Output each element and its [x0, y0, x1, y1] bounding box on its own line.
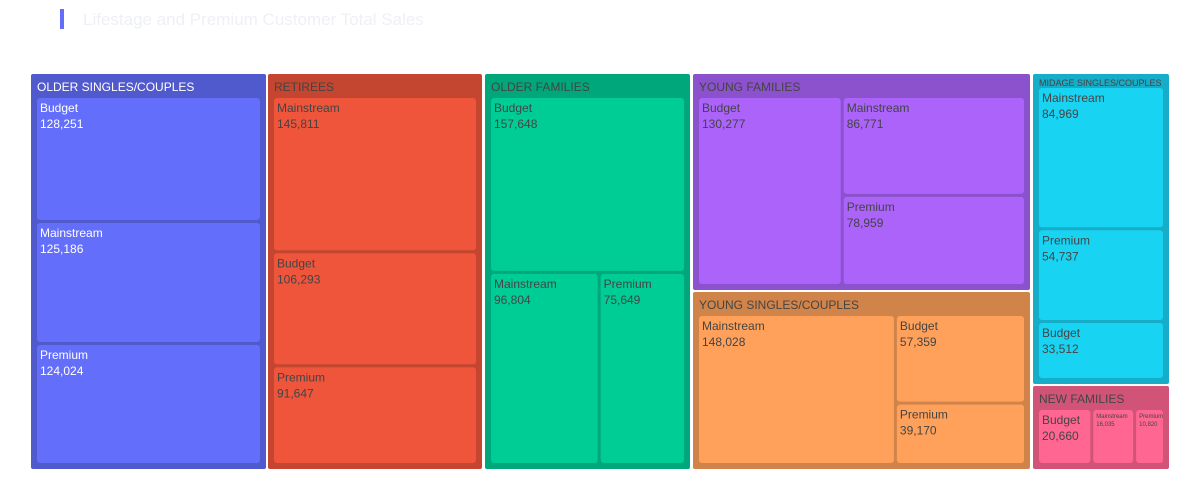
treemap-group-label: NEW FAMILIES	[1039, 392, 1124, 406]
treemap-tile-label: Budget	[1042, 413, 1081, 427]
treemap-tile-label: Budget	[900, 319, 939, 333]
treemap-tile-young-families-mainstream[interactable]	[843, 98, 1024, 194]
treemap-tile-young-singles-couples-budget[interactable]	[896, 316, 1024, 402]
treemap-tile-value: 124,024	[40, 364, 84, 378]
treemap-tile-value: 16,035	[1096, 422, 1115, 428]
treemap-tile-label: Mainstream	[847, 101, 910, 115]
treemap-tile-label: Budget	[1042, 326, 1081, 340]
treemap-tile-value: 10,820	[1139, 422, 1158, 428]
treemap-tile-value: 128,251	[40, 117, 84, 131]
treemap-tile-value: 91,647	[277, 386, 314, 400]
treemap-tile-label: Premium	[277, 370, 325, 384]
treemap-tile-value: 125,186	[40, 242, 84, 256]
treemap-tile-older-singles-couples-premium[interactable]	[37, 345, 260, 463]
treemap-tile-value: 145,811	[277, 117, 320, 131]
treemap-tile-young-singles-couples-premium[interactable]	[896, 404, 1024, 463]
treemap-tile-label: Mainstream	[1042, 91, 1105, 105]
treemap-tile-value: 57,359	[900, 335, 937, 349]
treemap-tile-label: Premium	[604, 277, 652, 291]
treemap-tile-value: 106,293	[277, 272, 321, 286]
treemap-tile-label: Mainstream	[494, 277, 557, 291]
treemap-tile-label: Premium	[1042, 233, 1090, 247]
treemap-tile-label: Budget	[40, 101, 79, 115]
treemap-tile-new-families-mainstream[interactable]	[1093, 410, 1134, 463]
treemap-tile-retirees-budget[interactable]	[274, 253, 476, 365]
treemap-tile-value: 157,648	[494, 117, 538, 131]
treemap-tile-value: 130,277	[702, 117, 746, 131]
treemap-tile-value: 54,737	[1042, 249, 1079, 263]
treemap-tile-value: 148,028	[702, 335, 746, 349]
treemap-tile-older-families-mainstream[interactable]	[491, 273, 598, 463]
treemap-tile-label: Budget	[494, 101, 533, 115]
treemap-tile-label: Premium	[40, 348, 88, 362]
chart-title: Lifestage and Premium Customer Total Sal…	[83, 10, 424, 29]
treemap-tile-label: Premium	[900, 408, 948, 422]
treemap-group-label: YOUNG SINGLES/COUPLES	[699, 298, 859, 312]
treemap-tile-value: 33,512	[1042, 342, 1079, 356]
treemap-tile-midage-singles-couples-mainstream[interactable]	[1039, 88, 1163, 228]
treemap-tile-label: Premium	[847, 200, 895, 214]
treemap-tile-new-families-premium[interactable]	[1136, 410, 1163, 463]
treemap-tile-value: 78,959	[847, 216, 884, 230]
treemap-tile-young-families-premium[interactable]	[843, 196, 1024, 284]
treemap-group-label: YOUNG FAMILIES	[699, 80, 800, 94]
treemap-tile-label: Mainstream	[40, 226, 103, 240]
treemap-tile-young-families-budget[interactable]	[699, 98, 841, 284]
treemap-tile-value: 84,969	[1042, 107, 1079, 121]
treemap-tile-value: 96,804	[494, 293, 531, 307]
treemap-tile-label: Budget	[702, 101, 741, 115]
treemap-tile-retirees-mainstream[interactable]	[274, 98, 476, 251]
treemap-tile-label: Mainstream	[702, 319, 765, 333]
treemap-tile-older-singles-couples-budget[interactable]	[37, 98, 260, 220]
treemap-group-label: OLDER FAMILIES	[491, 80, 590, 94]
treemap-group-label: OLDER SINGLES/COUPLES	[37, 80, 194, 94]
treemap-tile-label: Budget	[277, 256, 316, 270]
treemap-tile-label: Mainstream	[277, 101, 340, 115]
treemap-tile-value: 75,649	[604, 293, 641, 307]
treemap-tile-young-singles-couples-mainstream[interactable]	[699, 316, 894, 463]
treemap-tile-older-families-premium[interactable]	[600, 273, 684, 463]
treemap-tile-midage-singles-couples-budget[interactable]	[1039, 323, 1163, 378]
treemap-tile-older-singles-couples-mainstream[interactable]	[37, 222, 260, 343]
treemap-tile-label: Mainstream	[1096, 414, 1127, 420]
treemap-tile-new-families-budget[interactable]	[1039, 410, 1091, 463]
treemap-group-label: RETIREES	[274, 80, 334, 94]
treemap-tile-value: 20,660	[1042, 429, 1079, 443]
treemap-tile-label: Premium	[1139, 414, 1163, 420]
treemap-tile-older-families-budget[interactable]	[491, 98, 684, 271]
title-accent-bar	[60, 9, 64, 29]
treemap-tile-value: 86,771	[847, 117, 884, 131]
treemap-tile-value: 39,170	[900, 424, 937, 438]
treemap-tile-midage-singles-couples-premium[interactable]	[1039, 230, 1163, 321]
treemap-tile-retirees-premium[interactable]	[274, 367, 476, 463]
treemap-group-label: MIDAGE SINGLES/COUPLES	[1039, 78, 1162, 88]
